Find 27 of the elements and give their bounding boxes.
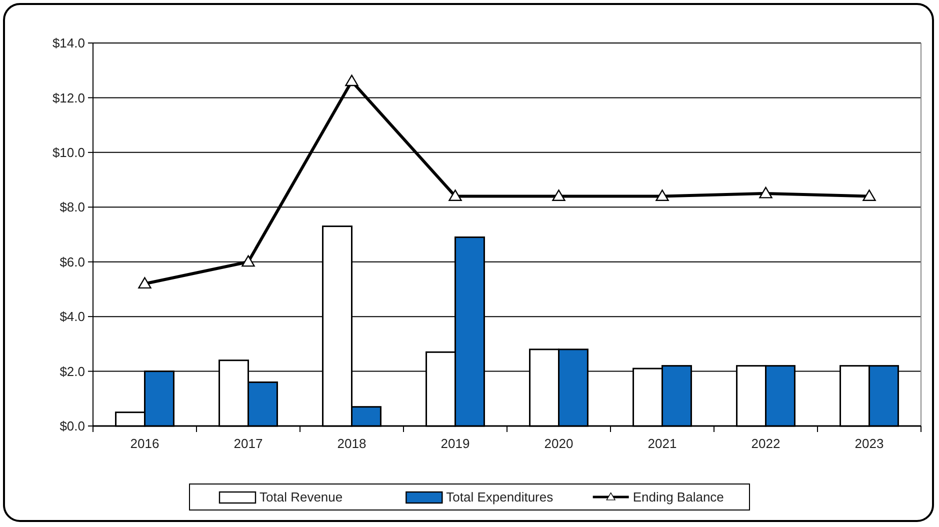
legend-label: Total Expenditures <box>446 490 554 505</box>
y-tick-label: $0.0 <box>60 418 85 434</box>
legend-label: Ending Balance <box>632 490 724 505</box>
y-tick-label: $8.0 <box>60 200 85 215</box>
point <box>242 255 255 267</box>
x-tick-label: 2022 <box>751 436 780 451</box>
x-tick-label: 2017 <box>234 436 263 451</box>
point <box>759 186 772 198</box>
point <box>862 190 876 201</box>
y-tick-label: $12.0 <box>52 90 85 106</box>
legend-label: Total Revenue <box>260 490 343 505</box>
x-tick-label: 2018 <box>337 436 366 451</box>
x-tick-label: 2016 <box>130 436 160 451</box>
y-tick-label: $2.0 <box>60 364 85 379</box>
y-tick-label: $14.0 <box>52 36 85 51</box>
point <box>345 74 358 86</box>
y-tick-label: $6.0 <box>60 254 85 270</box>
x-tick-label: 2019 <box>440 436 470 451</box>
x-tick-label: 2021 <box>648 436 677 451</box>
x-tick-label: 2023 <box>854 436 884 451</box>
x-tick-label: 2020 <box>544 436 574 451</box>
point <box>656 190 669 201</box>
y-tick-label: $10.0 <box>52 144 85 160</box>
point <box>552 190 566 201</box>
y-tick-label: $4.0 <box>60 309 85 324</box>
point <box>138 277 152 289</box>
point <box>448 190 462 201</box>
